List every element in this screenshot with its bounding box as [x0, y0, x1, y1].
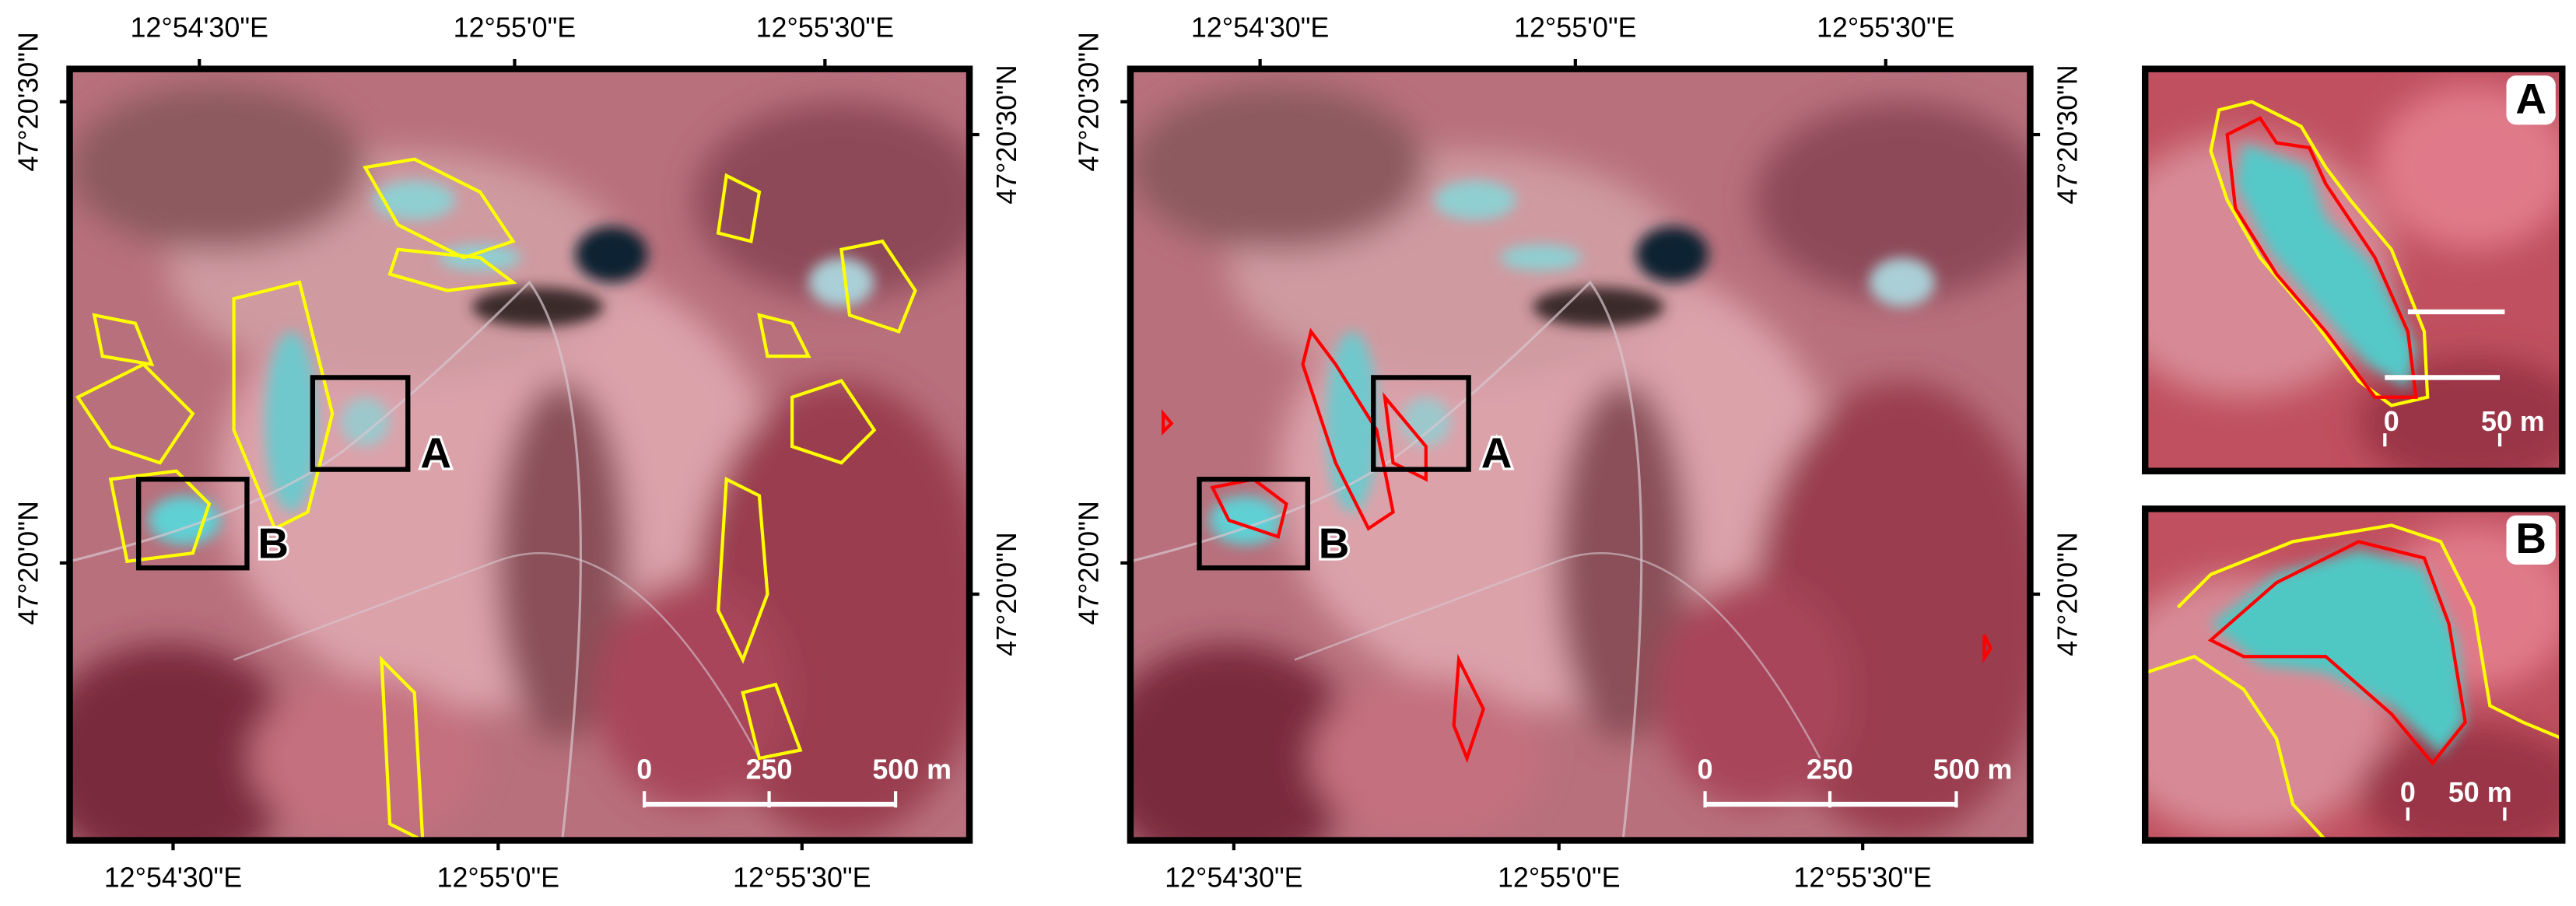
y-coord-label: 47°20'30"N — [991, 65, 1022, 204]
yellow-outline — [2176, 523, 2563, 740]
map-image — [1098, 69, 2050, 873]
yellow-outline — [716, 173, 762, 243]
scale-label: 0 — [2400, 777, 2416, 808]
x-coord-label: 12°54'30"E — [104, 862, 243, 894]
map-raster — [37, 69, 989, 873]
zoom-box-label: B — [1319, 519, 1350, 567]
red-outline — [2207, 540, 2467, 766]
yellow-outline — [232, 280, 335, 531]
map-frame — [1127, 65, 2034, 844]
x-coord-label: 12°55'0"E — [454, 12, 577, 43]
x-coord-label: 12°55'30"E — [1817, 12, 1955, 43]
x-coord-label: 12°55'0"E — [1498, 862, 1621, 894]
x-coord-label: 12°55'30"E — [733, 862, 871, 894]
scale-label: 0 — [1698, 754, 1713, 785]
inset-label-bg — [2506, 515, 2556, 565]
y-coord-label: 47°20'0"N — [1074, 501, 1105, 625]
y-coord-label: 47°20'30"N — [12, 32, 44, 171]
inset-label: B — [2515, 514, 2546, 562]
scale-label: 500 m — [1933, 754, 2013, 785]
zoom-box — [310, 375, 411, 472]
scale-label: 0 — [2384, 406, 2399, 437]
inset-texture — [2145, 85, 2563, 471]
yellow-outline — [741, 682, 803, 761]
scale-label: 250 — [1807, 754, 1853, 785]
cyan-patch — [2210, 550, 2466, 755]
yellow-outline — [790, 379, 877, 465]
yellow-outline — [2209, 100, 2430, 408]
map-panel: 12°54'30"E 12°55'0"E 12°55'30"E 12°54'30"E 1… — [12, 12, 1022, 893]
red-outline — [1452, 653, 1485, 764]
zoom-box — [1371, 375, 1471, 472]
yellow-outline — [108, 469, 212, 564]
inset-panel: B 0 50 m — [2141, 309, 2566, 844]
yellow-outline — [717, 476, 769, 664]
texture — [2358, 725, 2563, 841]
zoom-box — [135, 477, 250, 571]
x-coord-label: 12°55'0"E — [437, 862, 560, 894]
zoom-box-label: A — [420, 429, 451, 477]
y-coord-label: 47°20'30"N — [1074, 32, 1105, 171]
y-coord-label: 47°20'0"N — [991, 532, 1022, 656]
scale-label: 250 — [746, 754, 793, 785]
scale-label: 0 — [636, 754, 652, 785]
scale-label: 500 m — [872, 754, 952, 785]
y-coord-label: 47°20'0"N — [12, 501, 44, 625]
cyan-patch — [2235, 142, 2417, 390]
zoom-box — [1197, 477, 1310, 571]
scale-label: 50 m — [2481, 406, 2545, 437]
x-coord-label: 12°54'30"E — [1165, 862, 1303, 894]
texture — [2374, 85, 2563, 250]
inset-label: A — [2515, 74, 2546, 122]
zoom-box-label: A — [1481, 429, 1512, 477]
x-coord-label: 12°55'30"E — [1793, 862, 1932, 894]
inset-frame — [2141, 505, 2566, 844]
x-coord-label: 12°54'30"E — [1191, 12, 1330, 43]
yellow-outline — [2145, 654, 2327, 841]
map-image — [37, 69, 989, 873]
inset-label-bg — [2506, 75, 2556, 125]
map-frame — [66, 65, 973, 844]
map-raster — [1098, 69, 2050, 873]
inset-image — [2145, 68, 2563, 471]
x-coord-label: 12°55'30"E — [756, 12, 895, 43]
zoom-box-label: B — [258, 519, 289, 567]
red-outline — [1161, 409, 1174, 436]
yellow-outline — [363, 157, 516, 260]
x-coord-label: 12°55'0"E — [1514, 12, 1637, 43]
y-coord-label: 47°20'0"N — [2052, 532, 2084, 656]
yellow-outline — [380, 656, 425, 841]
scale-label: 50 m — [2448, 777, 2512, 808]
red-outline — [1383, 391, 1428, 482]
texture — [2358, 356, 2563, 471]
inset-image — [2145, 509, 2563, 841]
yellow-outline — [757, 313, 811, 359]
y-coord-label: 47°20'30"N — [2052, 65, 2084, 204]
yellow-outline — [839, 239, 917, 334]
inset-panel: A 0 50 m — [2141, 65, 2566, 474]
red-outline — [2225, 116, 2418, 399]
map-panel: 12°54'30"E 12°55'0"E 12°55'30"E 12°54'30"E 1… — [1074, 12, 2084, 893]
yellow-outline — [92, 313, 155, 367]
yellow-outline — [387, 247, 517, 292]
x-coord-label: 12°54'30"E — [130, 12, 268, 43]
yellow-outline — [75, 362, 195, 465]
inset-frame — [2141, 65, 2566, 474]
red-outline — [1982, 634, 1993, 664]
red-outline — [1301, 327, 1395, 531]
